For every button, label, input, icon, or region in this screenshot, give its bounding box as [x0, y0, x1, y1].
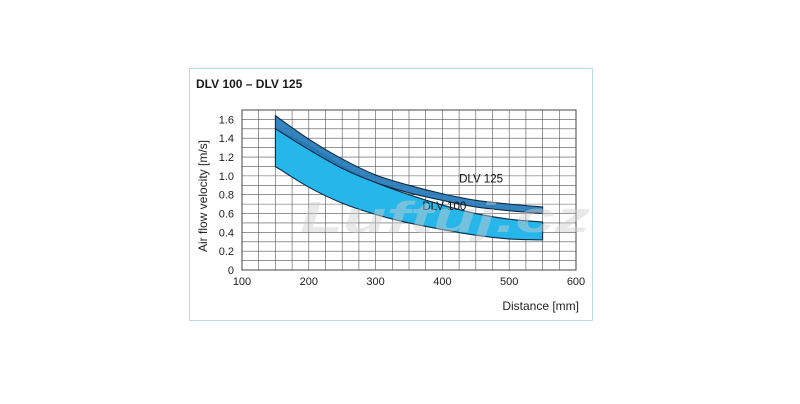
y-tick-label: 0.6 — [219, 209, 234, 221]
y-axis-label: Air flow velocity [m/s] — [196, 140, 210, 252]
x-tick-label: 200 — [300, 276, 318, 288]
band-dlv-125 — [274, 114, 544, 215]
y-tick-label: 1.6 — [219, 114, 234, 126]
y-tick-label: 1.4 — [219, 133, 234, 145]
x-tick-label: 500 — [500, 276, 518, 288]
y-tick-label: 1.2 — [219, 152, 234, 164]
watermark-text: Luftuj.cz — [300, 193, 590, 242]
x-tick-label: 300 — [366, 276, 384, 288]
y-tick-label: 0.2 — [219, 246, 234, 258]
x-tick-label: 400 — [433, 276, 451, 288]
y-tick-label: 1.0 — [219, 171, 234, 183]
series-label-dlv-100: DLV 100 — [422, 201, 466, 213]
x-tick-label: 100 — [233, 276, 251, 288]
y-tick-label: 0.8 — [219, 190, 234, 202]
x-axis-label: Distance [mm] — [502, 299, 579, 313]
y-tick-label: 0 — [228, 265, 234, 277]
chart-title: DLV 100 – DLV 125 — [196, 77, 303, 91]
series-label-dlv-125: DLV 125 — [459, 173, 503, 185]
y-tick-label: 0.4 — [219, 227, 234, 239]
x-tick-label: 600 — [567, 276, 585, 288]
